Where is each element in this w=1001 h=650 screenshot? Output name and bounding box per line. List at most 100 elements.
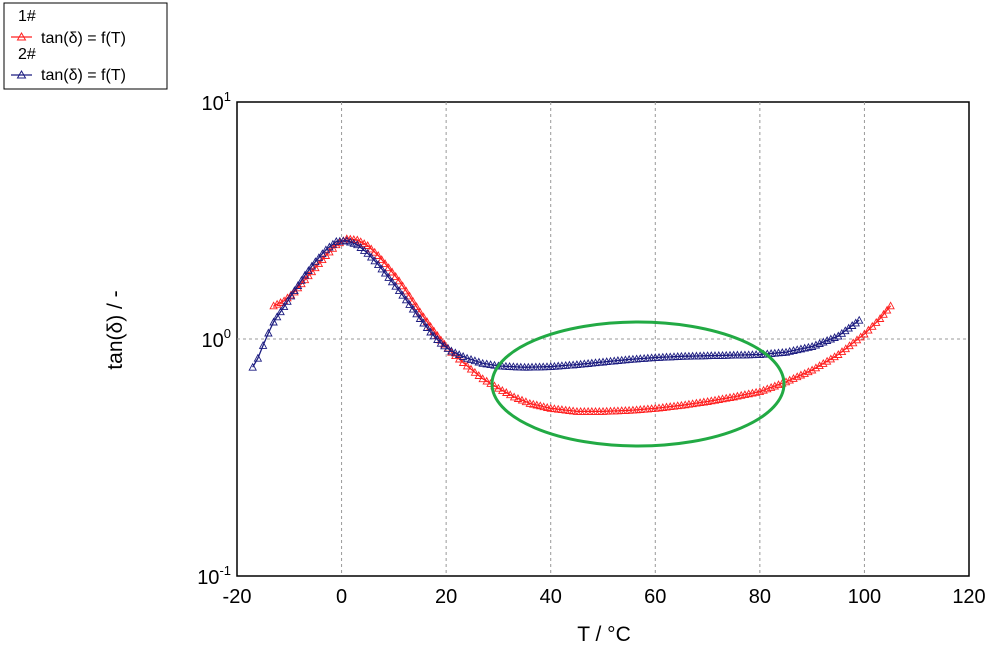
y-tick-label: 101: [202, 89, 231, 115]
series-2-point: [443, 343, 453, 352]
series-2-point: [474, 357, 484, 366]
series-1-point: [557, 405, 567, 414]
series-1-point: [380, 259, 390, 268]
series-1-point: [366, 244, 376, 253]
series-1: [269, 234, 895, 415]
x-tick-label: 0: [336, 586, 347, 608]
series-1-point: [405, 291, 414, 300]
series-2-point: [412, 309, 421, 318]
series-2-point: [422, 323, 432, 331]
series-1-point: [871, 317, 881, 326]
series-2-point: [366, 252, 376, 261]
series-1-point: [370, 247, 379, 256]
series-1-point: [335, 238, 345, 247]
series-1-point: [474, 371, 484, 379]
series-1-point: [517, 395, 527, 404]
series-1-point: [311, 263, 320, 272]
series-2-point: [307, 261, 317, 270]
series-2-point: [401, 295, 411, 304]
series-2-point: [447, 346, 456, 355]
series-2-point: [311, 257, 320, 266]
series-2-point: [363, 248, 372, 257]
series-1-point: [353, 235, 362, 244]
series-1-point: [875, 314, 885, 322]
series-2-line: [252, 240, 860, 368]
series-2-point: [304, 266, 313, 275]
series-1-point: [377, 255, 386, 264]
series-1-point: [373, 251, 383, 259]
series-1-point: [815, 361, 824, 370]
legend-series-1-marker: [16, 31, 27, 41]
y-axis-title: tan(δ) / -: [104, 290, 127, 369]
series-2-point: [359, 245, 369, 254]
series-1-point: [482, 376, 491, 385]
series-1-point: [800, 368, 809, 377]
legend-series-1-label: tan(δ) = f(T): [41, 30, 126, 47]
series-1-point: [759, 385, 768, 394]
series-1-point: [807, 365, 817, 374]
series-1-point: [290, 287, 299, 296]
legend-series-2-name: 2#: [18, 46, 36, 63]
series-2-point: [286, 291, 296, 300]
series-1-point: [804, 367, 813, 376]
y-tick-label: 100: [202, 326, 231, 352]
series-1-point: [394, 276, 404, 285]
series-1-point: [830, 352, 839, 361]
series-2-point: [426, 327, 435, 336]
series-2-point: [269, 317, 278, 326]
series-2-point: [811, 340, 821, 349]
series-1-point: [391, 271, 400, 280]
series-2-point: [293, 281, 303, 289]
series-1-point: [860, 329, 869, 338]
series-2-point: [272, 312, 282, 321]
series-1-point: [363, 241, 372, 249]
y-tick-label: 10-1: [197, 563, 231, 589]
y-axis-ticks: 10-1 100 101: [197, 89, 231, 589]
series-1-point: [868, 321, 877, 330]
series-2-point: [429, 331, 439, 340]
grid-lines: [237, 102, 969, 576]
series-2-point: [454, 350, 464, 359]
series-2-point: [462, 353, 472, 362]
series-2-point: [377, 264, 386, 273]
series-1-point: [864, 325, 873, 334]
series-2-point: [415, 314, 425, 322]
x-tick-label: 80: [749, 586, 771, 608]
series-1-point: [408, 296, 418, 305]
series-1-point: [509, 392, 519, 401]
x-tick-label: 60: [644, 586, 666, 608]
series-2-point: [279, 302, 289, 311]
x-tick-label: 20: [435, 586, 457, 608]
series-2-point: [837, 328, 847, 337]
series-2-point: [356, 243, 365, 251]
series-2-point: [482, 359, 491, 368]
series-1-point: [822, 356, 832, 365]
series-1-point: [766, 382, 776, 391]
series-2-point: [486, 360, 495, 369]
series-2-point: [830, 333, 839, 341]
series-2-point: [408, 304, 418, 313]
series-2-point: [373, 260, 383, 269]
series-1-point: [502, 388, 511, 396]
series-2-point: [844, 323, 853, 332]
legend-series-2-label: tan(δ) = f(T): [41, 67, 126, 84]
highlight-ellipse: [490, 320, 786, 448]
series-2-point: [380, 268, 390, 277]
series-2-point: [353, 240, 362, 249]
series-1-point: [454, 354, 464, 363]
series-2-point: [248, 362, 257, 371]
series-2-point: [815, 339, 824, 347]
series-2-point: [478, 358, 487, 367]
series-1-point: [470, 367, 480, 376]
series-2-point: [314, 253, 324, 262]
series-2-point: [349, 238, 359, 247]
series-2-point: [451, 348, 460, 357]
series-2-point: [342, 236, 352, 245]
series-1-point: [792, 372, 802, 381]
series-2-point: [419, 318, 428, 327]
series-1-point: [307, 267, 317, 276]
series-layer: [248, 234, 895, 415]
series-2-point: [405, 299, 414, 308]
series-2-point: [394, 286, 404, 295]
series-2-point: [841, 326, 850, 335]
